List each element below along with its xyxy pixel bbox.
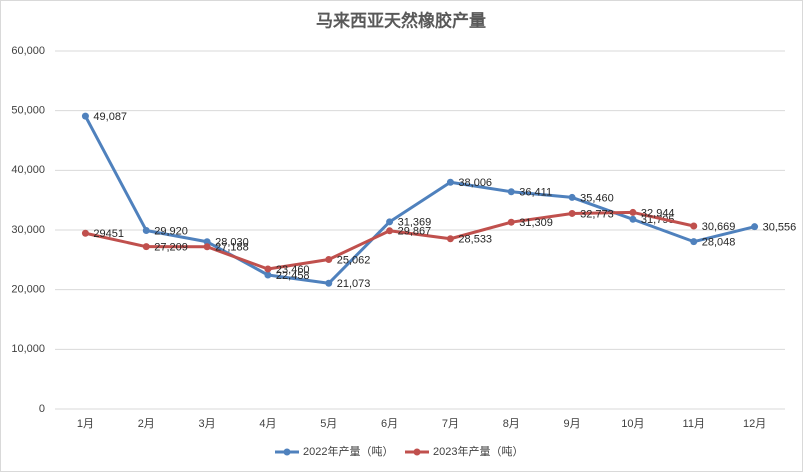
data-label: 28,048 bbox=[702, 237, 736, 249]
data-point bbox=[629, 208, 637, 216]
legend-marker bbox=[413, 448, 421, 456]
x-tick-label: 10月 bbox=[621, 418, 644, 430]
x-tick-label: 2月 bbox=[138, 418, 155, 430]
data-label: 28,030 bbox=[215, 237, 249, 249]
x-tick-label: 12月 bbox=[743, 418, 766, 430]
data-label: 25,062 bbox=[337, 254, 371, 266]
data-point bbox=[629, 215, 637, 223]
x-tick-label: 7月 bbox=[442, 418, 459, 430]
data-label: 27,188 bbox=[215, 242, 249, 254]
data-label: 35,460 bbox=[580, 192, 614, 204]
x-tick-label: 6月 bbox=[381, 418, 398, 430]
y-tick-label: 20,000 bbox=[11, 284, 45, 296]
data-point bbox=[507, 188, 515, 196]
legend-label: 2023年产量（吨） bbox=[433, 444, 523, 458]
data-point bbox=[386, 227, 394, 235]
data-point bbox=[264, 271, 272, 279]
data-point bbox=[142, 226, 150, 234]
y-tick-label: 10,000 bbox=[11, 343, 45, 355]
data-point bbox=[690, 238, 698, 246]
data-point bbox=[325, 279, 333, 287]
x-tick-label: 1月 bbox=[77, 418, 94, 430]
data-label: 30,669 bbox=[702, 221, 736, 233]
data-point bbox=[203, 243, 211, 251]
data-label: 29,867 bbox=[398, 226, 432, 238]
x-tick-label: 5月 bbox=[320, 418, 337, 430]
data-label: 22,458 bbox=[276, 270, 310, 282]
y-tick-label: 40,000 bbox=[11, 164, 45, 176]
data-label: 36,411 bbox=[519, 187, 552, 199]
series-line bbox=[84, 115, 755, 285]
data-point bbox=[81, 229, 89, 237]
data-point bbox=[568, 193, 576, 201]
x-tick-label: 3月 bbox=[199, 418, 216, 430]
data-label: 31,369 bbox=[398, 217, 432, 229]
legend-label: 2022年产量（吨） bbox=[303, 444, 393, 458]
y-tick-label: 50,000 bbox=[11, 105, 45, 117]
data-label: 28,533 bbox=[458, 234, 492, 246]
y-tick-label: 0 bbox=[39, 403, 45, 415]
data-point bbox=[203, 238, 211, 246]
data-label: 32,773 bbox=[580, 208, 614, 220]
data-label: 29,920 bbox=[154, 225, 188, 237]
data-point bbox=[751, 223, 759, 231]
x-tick-label: 4月 bbox=[259, 418, 276, 430]
data-point bbox=[264, 265, 272, 273]
data-point bbox=[446, 178, 454, 186]
data-label: 38,006 bbox=[458, 177, 492, 189]
x-tick-label: 11月 bbox=[683, 418, 705, 430]
data-point bbox=[446, 235, 454, 243]
data-label: 29451 bbox=[93, 228, 124, 240]
data-point bbox=[325, 255, 333, 263]
data-point bbox=[386, 218, 394, 226]
legend-marker bbox=[283, 448, 291, 456]
data-point bbox=[690, 222, 698, 230]
data-label: 21,073 bbox=[337, 278, 371, 290]
data-label: 31,309 bbox=[519, 217, 553, 229]
data-point bbox=[507, 218, 515, 226]
data-label: 49,087 bbox=[93, 111, 127, 123]
data-point bbox=[568, 209, 576, 217]
data-label: 27,209 bbox=[154, 242, 188, 254]
chart-title: 马来西亚天然橡胶产量 bbox=[316, 10, 486, 30]
data-point bbox=[142, 243, 150, 251]
data-label: 30,556 bbox=[763, 222, 797, 234]
x-tick-label: 9月 bbox=[564, 418, 581, 430]
data-point bbox=[81, 112, 89, 120]
y-tick-label: 30,000 bbox=[11, 224, 45, 236]
x-tick-label: 8月 bbox=[503, 418, 520, 430]
data-label: 32,944 bbox=[641, 207, 675, 219]
y-tick-label: 60,000 bbox=[11, 45, 45, 57]
data-label: 23,460 bbox=[276, 264, 310, 276]
